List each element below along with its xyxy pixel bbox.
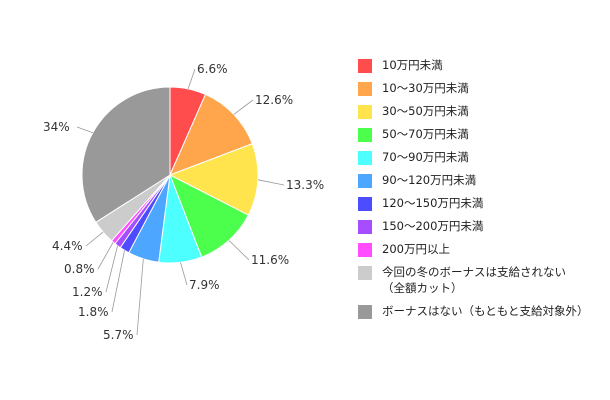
pie-slice	[168, 143, 259, 216]
legend-item: 50～70万円未満	[358, 126, 603, 142]
legend-label: 10～30万円未満	[382, 81, 469, 95]
leader-line	[233, 99, 254, 115]
legend-swatch	[358, 105, 372, 119]
legend-item: 150～200万円未満	[358, 218, 603, 234]
legend-label: 10万円未満	[382, 58, 443, 72]
legend: 10万円未満 10～30万円未満 30～50万円未満 50～70万円未満 70～90万円…	[358, 57, 603, 326]
legend-label: （全額カット）	[382, 281, 463, 295]
legend-label: ボーナスはない（もともと支給対象外）	[382, 304, 589, 318]
legend-label: 150～200万円未満	[382, 219, 484, 233]
leader-line	[180, 262, 188, 286]
legend-label: 70～90万円未満	[382, 150, 469, 164]
legend-swatch	[358, 197, 372, 211]
leader-line	[136, 258, 144, 336]
slice-label: 5.7%	[103, 328, 134, 342]
legend-swatch	[358, 151, 372, 165]
legend-item: ボーナスはない（もともと支給対象外）	[358, 303, 603, 319]
leader-line	[76, 126, 93, 134]
legend-item: 120～150万円未満	[358, 195, 603, 211]
legend-swatch	[358, 59, 372, 73]
slice-label: 13.3%	[286, 178, 324, 192]
legend-swatch	[358, 305, 372, 319]
slice-label: 1.8%	[78, 305, 109, 319]
leader-line	[111, 250, 125, 313]
slice-label: 0.8%	[64, 262, 95, 276]
legend-item: 10万円未満	[358, 57, 603, 73]
leader-line	[97, 242, 114, 270]
legend-item: 今回の冬のボーナスは支給されない （全額カット）	[358, 264, 603, 296]
legend-item: 10～30万円未満	[358, 80, 603, 96]
slice-label: 1.2%	[72, 285, 103, 299]
leader-line	[85, 231, 104, 247]
legend-label: 200万円以上	[382, 242, 450, 256]
slice-label: 12.6%	[255, 93, 293, 107]
legend-label: 120～150万円未満	[382, 196, 484, 210]
slice-label: 11.6%	[251, 253, 289, 267]
legend-swatch	[358, 243, 372, 257]
pie-slice	[169, 173, 250, 258]
legend-swatch	[358, 220, 372, 234]
slice-label: 6.6%	[197, 62, 228, 76]
legend-item: 200万円以上	[358, 241, 603, 257]
legend-swatch	[358, 82, 372, 96]
legend-label: 今回の冬のボーナスは支給されない	[382, 265, 566, 279]
leader-line	[187, 68, 196, 90]
legend-swatch	[358, 174, 372, 188]
slice-label: 7.9%	[189, 278, 220, 292]
pie-slice	[81, 86, 171, 224]
legend-label: 90～120万円未満	[382, 173, 477, 187]
slice-label: 34%	[43, 120, 70, 134]
pie-slice	[169, 93, 253, 176]
leader-line	[257, 179, 285, 186]
legend-item: 30～50万円未満	[358, 103, 603, 119]
legend-label: 50～70万円未満	[382, 127, 469, 141]
leader-line	[228, 240, 250, 261]
legend-label: 30～50万円未満	[382, 104, 469, 118]
legend-swatch	[358, 266, 372, 280]
leader-line	[105, 245, 118, 293]
slice-label: 4.4%	[52, 239, 83, 253]
legend-item: 70～90万円未満	[358, 149, 603, 165]
legend-swatch	[358, 128, 372, 142]
legend-item: 90～120万円未満	[358, 172, 603, 188]
